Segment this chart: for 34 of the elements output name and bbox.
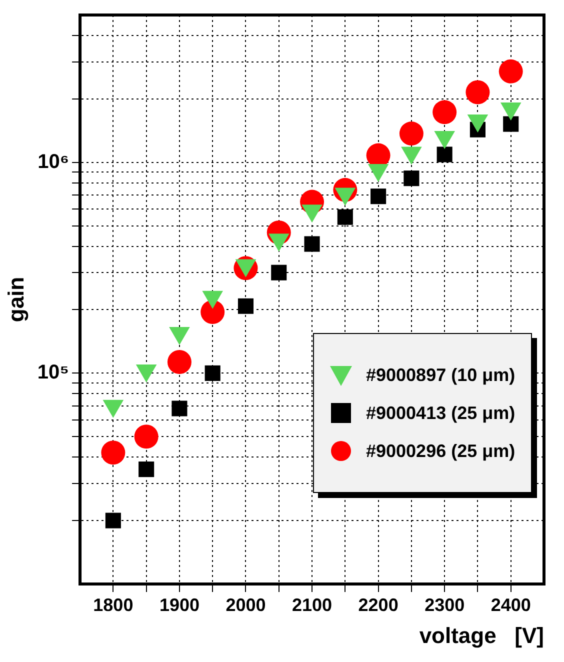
legend-label: #9000413 (25 μm) xyxy=(366,402,516,424)
point xyxy=(101,440,126,465)
point xyxy=(167,350,192,374)
point xyxy=(370,188,386,204)
y-tick-label: 10⁵ xyxy=(37,362,70,384)
point xyxy=(304,236,320,252)
point xyxy=(204,365,220,381)
point xyxy=(466,80,490,104)
point xyxy=(134,424,158,449)
point xyxy=(399,122,424,146)
legend-label: #9000296 (25 μm) xyxy=(366,440,516,462)
point xyxy=(498,59,523,84)
x-tick-label: 2000 xyxy=(226,594,266,615)
x-tick-label: 1900 xyxy=(159,594,200,615)
x-tick-label: 1800 xyxy=(93,594,134,615)
point xyxy=(105,512,121,528)
point xyxy=(404,170,420,186)
point xyxy=(271,264,287,280)
point xyxy=(172,400,188,416)
x-tick-label: 2200 xyxy=(358,594,398,615)
point xyxy=(200,300,225,324)
legend-label: #9000897 (10 μm) xyxy=(366,364,516,386)
y-tick-label: 10⁶ xyxy=(38,150,70,173)
point xyxy=(337,209,353,225)
x-axis-title: voltage [V] xyxy=(419,622,544,648)
point xyxy=(436,146,452,162)
point xyxy=(138,462,154,478)
point xyxy=(238,298,254,314)
y-axis-title: gain xyxy=(3,276,28,322)
point xyxy=(432,100,457,124)
x-tick-label: 2400 xyxy=(490,594,531,615)
point xyxy=(503,116,519,132)
x-tick-label: 2100 xyxy=(292,594,332,615)
x-tick-label: 2300 xyxy=(424,594,465,615)
